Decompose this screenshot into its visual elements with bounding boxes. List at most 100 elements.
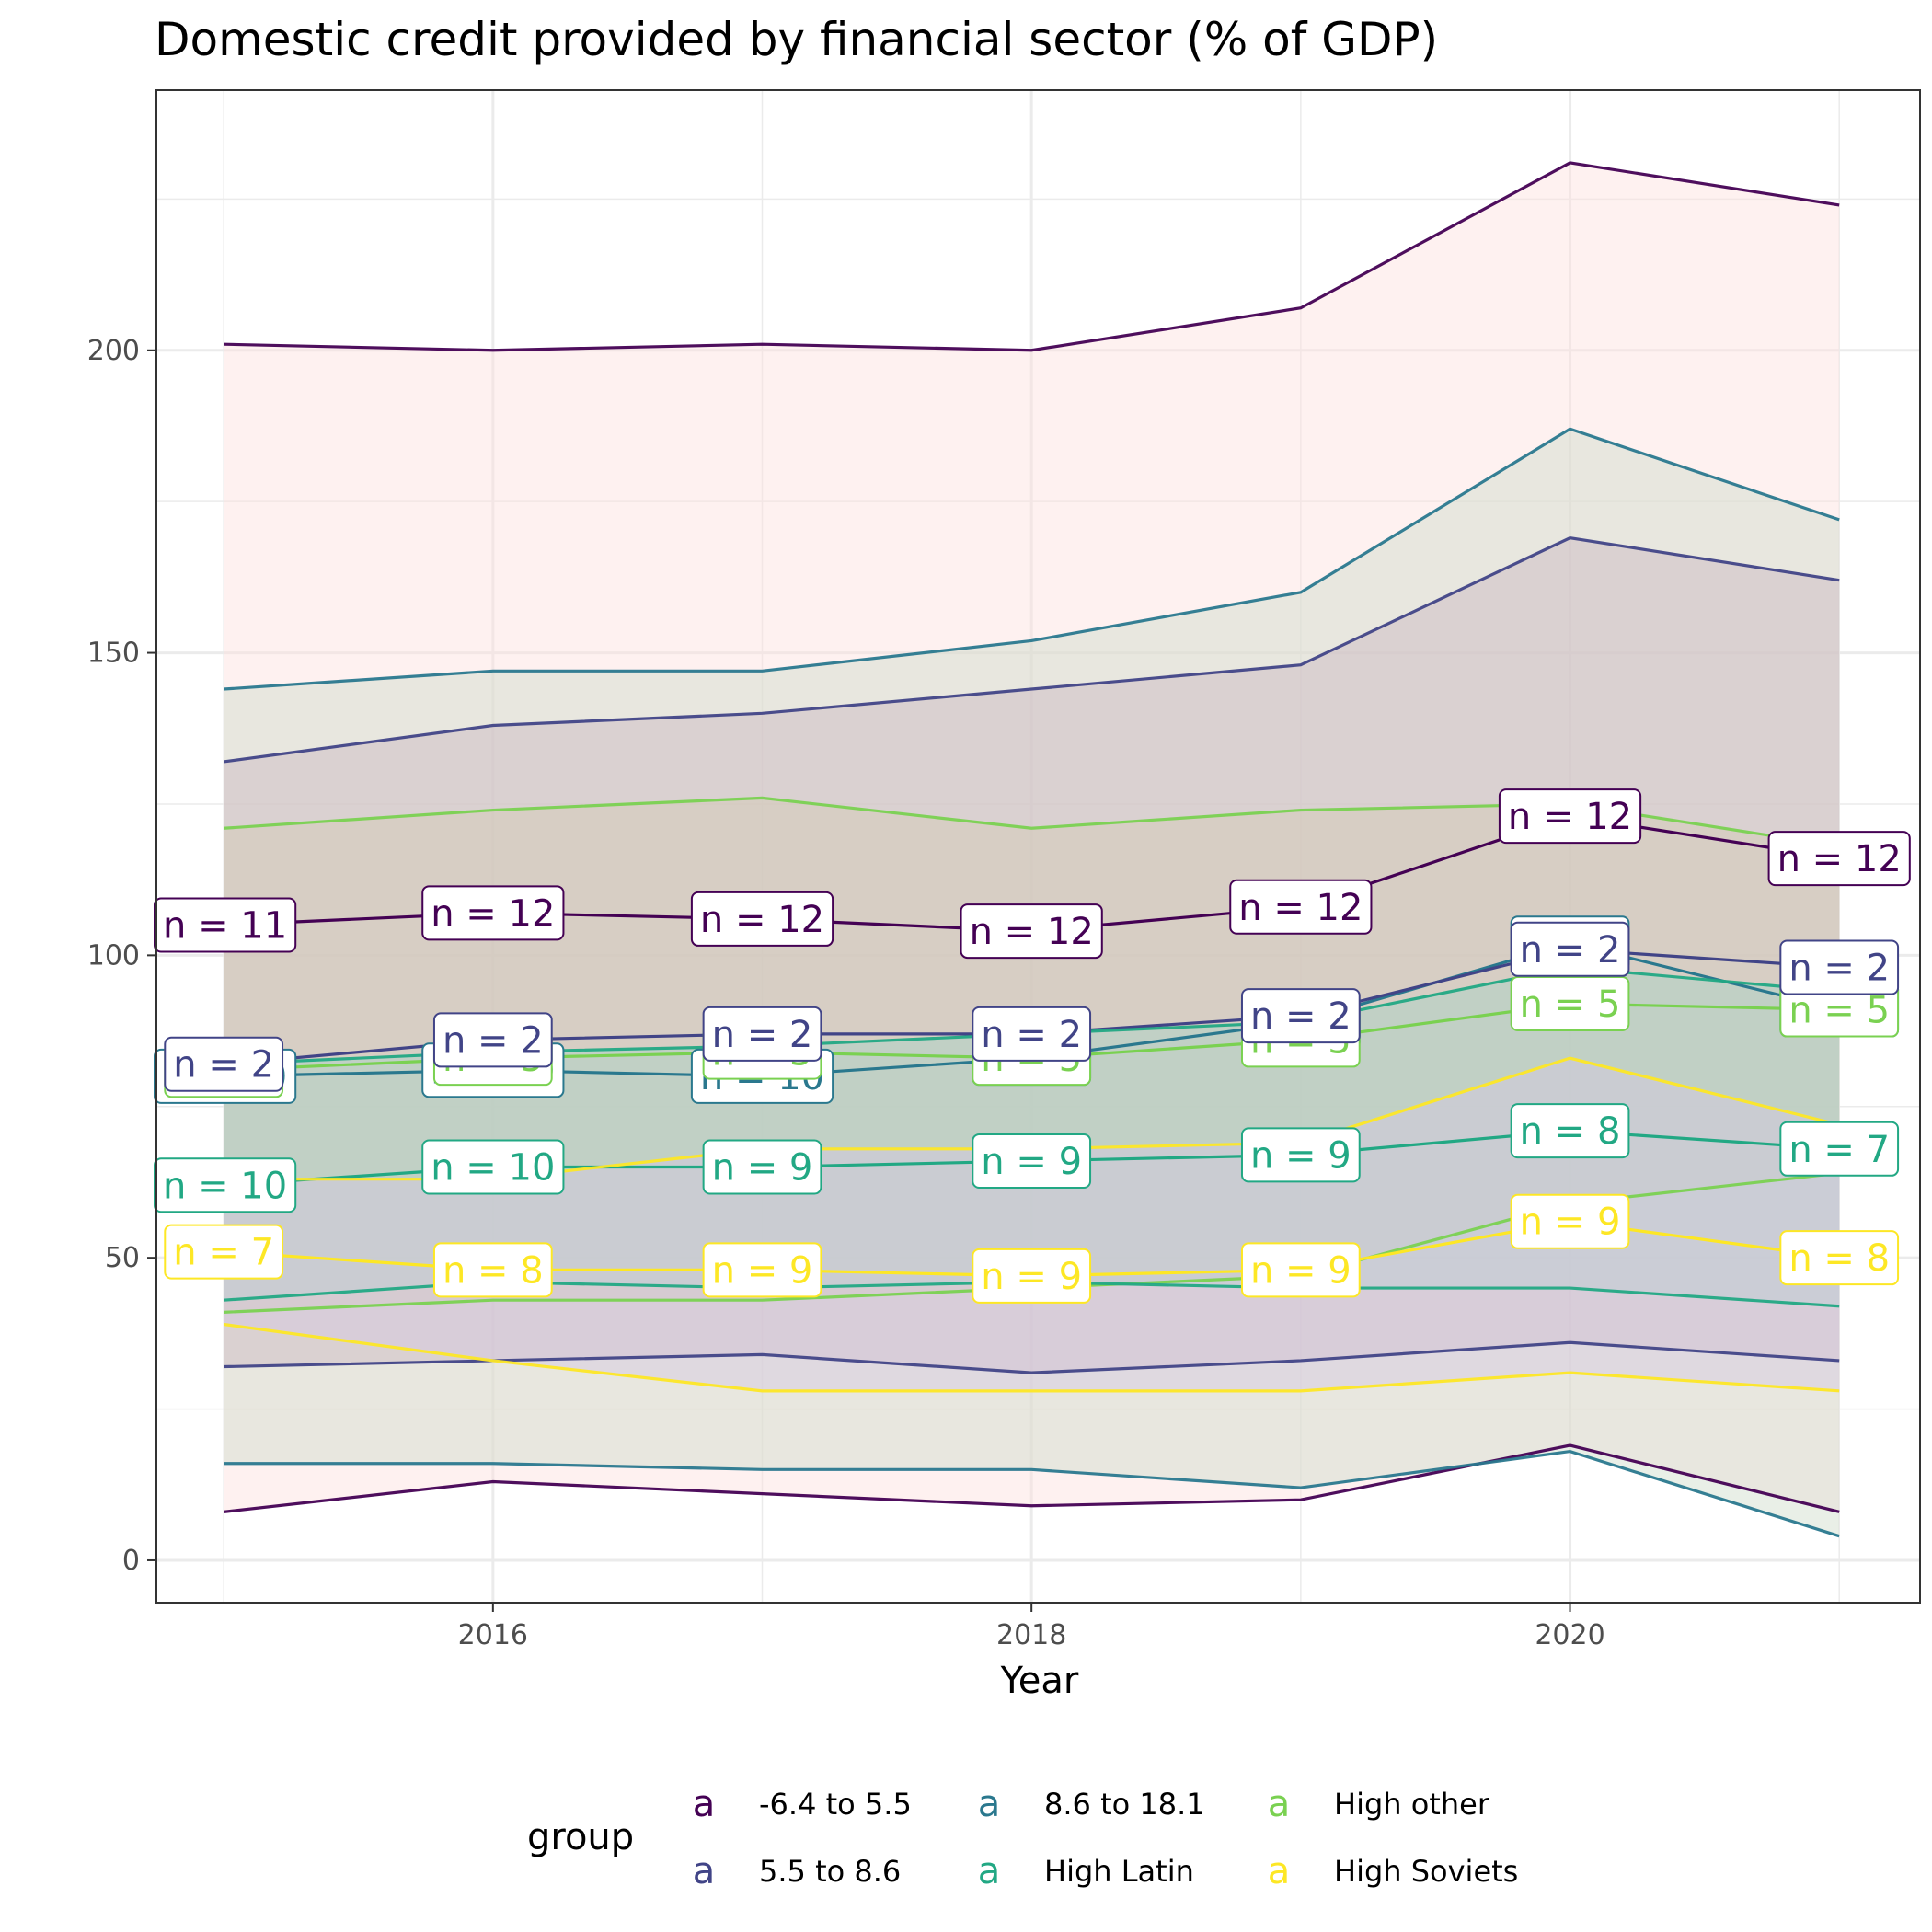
y-tick-label: 150	[87, 638, 140, 670]
n-label: n = 12	[1229, 879, 1373, 935]
n-label-text: n = 2	[1788, 948, 1890, 990]
chart-title: Domestic credit provided by financial se…	[155, 13, 1438, 66]
n-label: n = 10	[421, 1139, 565, 1195]
n-label-text: n = 2	[712, 1014, 813, 1056]
n-label: n = 2	[1779, 939, 1900, 995]
n-label-text: n = 9	[1250, 1134, 1351, 1177]
n-label: n = 7	[164, 1224, 284, 1280]
legend-items: a -6.4 to 5.5 a 5.5 to 8.6 a 8.6 to 18.1 a High…	[693, 1783, 1519, 1892]
n-label-box	[972, 1248, 1092, 1304]
n-label-text: n = 7	[1788, 1129, 1890, 1171]
n-label-box	[1779, 939, 1900, 995]
x-tick-label: 2020	[1535, 1619, 1604, 1651]
n-label-text: n = 12	[431, 892, 555, 935]
n-label: n = 2	[972, 1006, 1092, 1062]
n-label-text: n = 2	[443, 1019, 544, 1062]
y-tick-label: 100	[87, 939, 140, 972]
n-label-box	[164, 1224, 284, 1280]
n-label-box	[1240, 988, 1361, 1044]
n-label-box	[432, 1012, 553, 1068]
n-label: n = 12	[960, 903, 1103, 960]
n-label: n = 9	[702, 1139, 822, 1195]
y-tick-label: 50	[105, 1242, 140, 1274]
x-tick-label: 2016	[458, 1619, 528, 1651]
x-tick-label: 2018	[996, 1619, 1066, 1651]
n-label-box	[972, 1006, 1092, 1062]
n-label-text: n = 7	[173, 1232, 274, 1274]
n-label-text: n = 9	[1250, 1249, 1351, 1292]
lower-line	[223, 1322, 1840, 1393]
lower-line	[223, 1443, 1840, 1513]
n-label: n = 9	[1240, 1127, 1361, 1183]
n-label: n = 9	[972, 1133, 1092, 1189]
legend-key: a	[978, 1783, 1001, 1825]
n-label-box	[702, 1242, 822, 1298]
n-label-box	[1510, 1103, 1630, 1159]
legend-title: group	[527, 1816, 634, 1858]
n-label-text: n = 12	[1508, 796, 1632, 838]
n-label-text: n = 10	[431, 1147, 555, 1190]
n-label-text: n = 2	[981, 1014, 1082, 1056]
n-label-text: n = 8	[443, 1249, 544, 1292]
upper-line	[224, 161, 1840, 352]
n-label-text: n = 12	[1238, 887, 1363, 929]
n-label-box	[421, 885, 565, 941]
lower-line	[224, 1449, 1840, 1538]
n-label: n = 5	[1510, 975, 1630, 1031]
n-label-text: n = 12	[700, 899, 824, 941]
n-label-text: n = 9	[712, 1249, 813, 1292]
n-label: n = 2	[432, 1012, 553, 1068]
n-label-text: n = 2	[1520, 929, 1621, 972]
n-label-text: n = 9	[712, 1147, 813, 1190]
n-label: n = 9	[1510, 1193, 1630, 1249]
legend-entry-label: High Latin	[1044, 1854, 1194, 1889]
n-label-box	[164, 1036, 284, 1092]
n-label-box	[1229, 879, 1373, 935]
n-label-box	[972, 1133, 1092, 1189]
n-label: n = 12	[690, 891, 834, 947]
n-label: n = 5	[1779, 982, 1900, 1038]
ribbon-band	[224, 162, 1840, 1512]
n-label-text: n = 12	[970, 911, 1094, 953]
n-label: n = 9	[972, 1248, 1092, 1304]
n-label-box	[1779, 1121, 1900, 1177]
n-label: n = 2	[702, 1006, 822, 1062]
n-label-text: n = 11	[163, 904, 287, 947]
legend: group a -6.4 to 5.5 a 5.5 to 8.6 a 8.6 to 18.…	[527, 1783, 1518, 1892]
n-label-text: n = 9	[1520, 1202, 1621, 1244]
n-label-text: n = 5	[1788, 990, 1890, 1032]
n-label: n = 10	[154, 1157, 297, 1213]
n-label: n = 2	[1240, 988, 1361, 1044]
n-label: n = 8	[1510, 1103, 1630, 1159]
legend-key: a	[1268, 1850, 1291, 1892]
ribbon-band	[224, 429, 1840, 1536]
n-label-box	[154, 1157, 297, 1213]
legend-entry-label: 5.5 to 8.6	[759, 1854, 901, 1889]
n-label: n = 9	[1240, 1242, 1361, 1298]
n-label-box	[702, 1139, 822, 1195]
n-label-box	[432, 1242, 553, 1298]
n-label-text: n = 9	[981, 1256, 1082, 1298]
n-label: n = 12	[421, 885, 565, 941]
n-label: n = 12	[1767, 831, 1911, 887]
n-label: n = 9	[702, 1242, 822, 1298]
legend-key: a	[978, 1850, 1001, 1892]
n-label-box	[1510, 1193, 1630, 1249]
n-label-box	[702, 1006, 822, 1062]
ribbon-band	[224, 1058, 1840, 1391]
n-label-text: n = 10	[163, 1165, 287, 1207]
upper-line	[223, 535, 1840, 764]
n-label-text: n = 5	[1520, 983, 1621, 1026]
n-label-text: n = 9	[981, 1141, 1082, 1183]
axes: 0 50 100 150 200 2016 2018 2020	[87, 335, 1605, 1651]
n-label: n = 8	[1779, 1230, 1900, 1286]
legend-key: a	[693, 1850, 716, 1892]
y-tick-label: 0	[122, 1545, 140, 1577]
n-label: n = 8	[432, 1242, 553, 1298]
legend-key: a	[1268, 1783, 1291, 1825]
legend-key: a	[693, 1783, 716, 1825]
x-axis-title: Year	[1000, 1660, 1079, 1702]
y-tick-label: 200	[87, 335, 140, 367]
n-label: n = 11	[154, 897, 297, 953]
